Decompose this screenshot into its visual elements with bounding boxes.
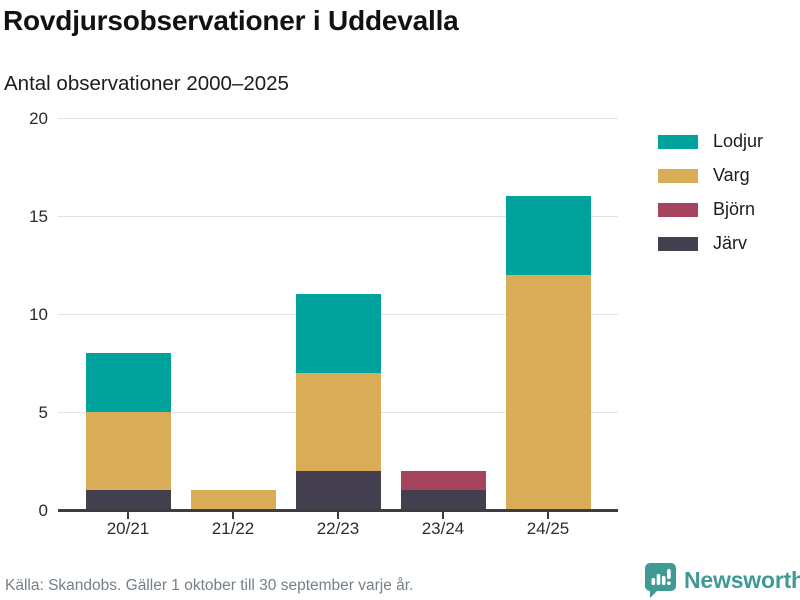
chart-title: Rovdjursobservationer i Uddevalla — [3, 5, 459, 36]
bar-Varg-24/25 — [505, 274, 591, 510]
bar-Lodjur-24/25 — [505, 196, 591, 275]
legend-swatch — [658, 236, 698, 251]
newsworthy-icon — [644, 562, 677, 598]
gridline-20 — [58, 118, 618, 119]
bar-Lodjur-20/21 — [85, 353, 171, 412]
x-axis-tick — [127, 511, 129, 519]
gridline-15 — [58, 216, 618, 217]
legend-label: Varg — [713, 165, 750, 185]
y-axis-label: 0 — [38, 500, 48, 520]
bar-Järv-22/23 — [295, 470, 381, 510]
x-axis-line — [58, 508, 618, 512]
legend-item-Varg: Varg — [658, 165, 763, 186]
source-note: Källa: Skandobs. Gäller 1 oktober till 3… — [5, 577, 414, 594]
x-axis-label: 22/23 — [316, 519, 360, 538]
legend-label: Järv — [713, 233, 748, 253]
chart-subtitle: Antal observationer 2000–2025 — [4, 72, 289, 95]
bar-Björn-23/24 — [400, 470, 486, 491]
y-axis-label: 20 — [29, 108, 48, 128]
x-axis-tick — [442, 511, 444, 519]
legend-swatch — [658, 134, 698, 149]
x-axis-label: 24/25 — [526, 519, 570, 538]
stacked-bar-chart: 0 5 10 15 20 20/21 21/22 22/23 23/24 24/25 — [29, 108, 618, 538]
chart-legend: Lodjur Varg Björn Järv — [658, 131, 763, 254]
y-axis-label: 5 — [38, 402, 48, 422]
bar-Varg-22/23 — [295, 372, 381, 471]
newsworthy-wordmark: Newsworthy — [684, 566, 800, 593]
bar-Varg-21/22 — [190, 490, 276, 510]
legend-label: Björn — [713, 199, 756, 219]
x-axis-tick — [232, 511, 234, 519]
y-axis-label: 10 — [29, 304, 48, 324]
bar-Varg-20/21 — [85, 412, 171, 491]
x-axis-tick — [337, 511, 339, 519]
legend-item-Järv: Järv — [658, 233, 763, 254]
legend-item-Lodjur: Lodjur — [658, 131, 763, 152]
bar-Järv-23/24 — [400, 490, 486, 510]
x-axis-label: 23/24 — [421, 519, 465, 538]
legend-swatch — [658, 202, 698, 217]
x-axis-label: 21/22 — [211, 519, 255, 538]
y-axis-label: 15 — [29, 206, 48, 226]
legend-label: Lodjur — [713, 131, 764, 151]
x-axis-label: 20/21 — [106, 519, 150, 538]
bar-Järv-20/21 — [85, 490, 171, 510]
x-axis-tick — [547, 511, 549, 519]
bar-Lodjur-22/23 — [295, 294, 381, 373]
legend-item-Björn: Björn — [658, 199, 763, 220]
newsworthy-logo[interactable]: Newsworthy — [644, 562, 800, 598]
legend-swatch — [658, 168, 698, 183]
